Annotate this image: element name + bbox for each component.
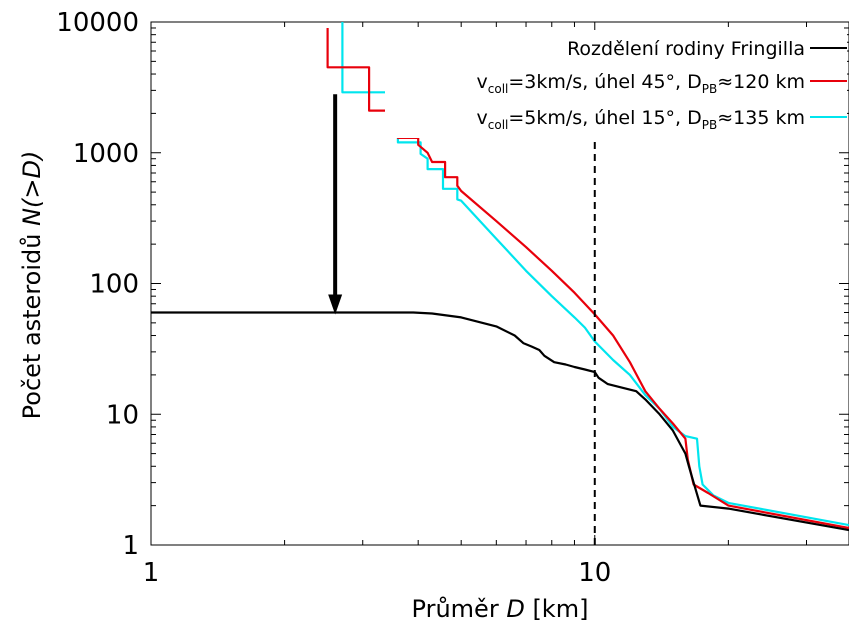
series-line-0 [151, 311, 849, 532]
legend: Rozdělení rodiny Fringilla vcoll=3km/s, … [385, 30, 847, 138]
arrow-annotation [328, 94, 343, 315]
legend-label-2: vcoll=5km/s, úhel 15°, DPB≈135 km [477, 107, 805, 132]
legend-label-1: vcoll=3km/s, úhel 45°, DPB≈120 km [477, 71, 805, 96]
x-tick-label: 1 [143, 558, 160, 588]
series-line-2 [341, 22, 849, 527]
arrow-head [328, 294, 343, 315]
x-axis-label-var: D [506, 595, 524, 623]
legend-label-0: Rozdělení rodiny Fringilla [567, 38, 805, 60]
y-tick-label: 100 [89, 270, 139, 300]
x-axis-label-prefix: Průměr [412, 595, 507, 623]
y-axis-label-var: N(>D) [18, 151, 46, 226]
y-tick-label: 1000 [73, 139, 139, 169]
y-tick-label: 10000 [56, 8, 139, 38]
y-axis-label-prefix: Počet asteroidů [18, 226, 46, 419]
x-axis-label: Průměr D [km] [412, 595, 589, 623]
axis-tick-labels: 1 10 100 1000 10000 1 10 [56, 8, 611, 588]
axis-ticks [150, 21, 849, 546]
x-tick-label: 10 [578, 558, 611, 588]
y-tick-label: 1 [122, 531, 139, 561]
y-tick-label: 10 [106, 400, 139, 430]
x-axis-label-suffix: [km] [525, 595, 589, 623]
legend-background [385, 30, 847, 138]
y-axis-label: Počet asteroidů N(>D) [18, 151, 46, 420]
